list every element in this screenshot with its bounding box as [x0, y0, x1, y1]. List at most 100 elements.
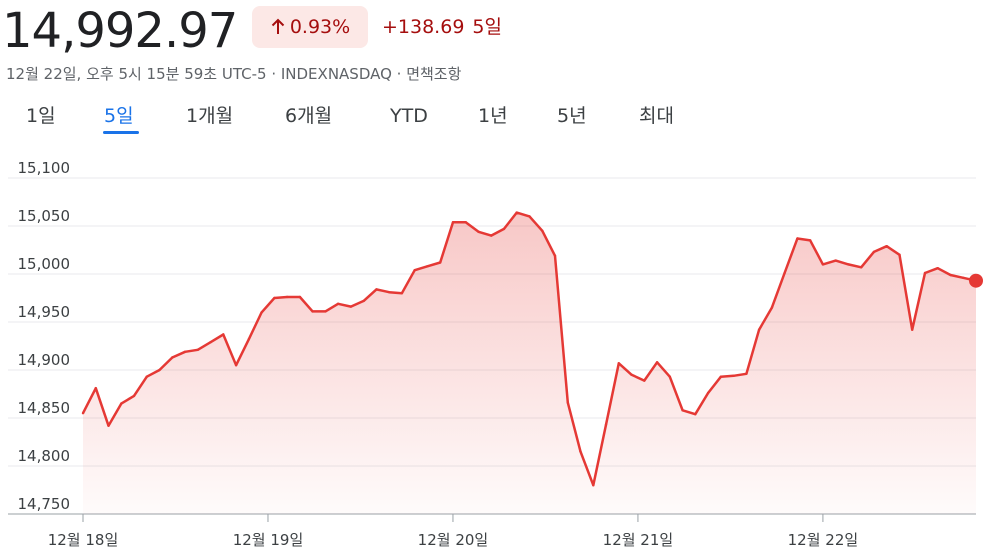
price-point	[809, 239, 812, 242]
tab-max[interactable]: 최대	[639, 105, 674, 127]
y-tick-label: 14,900	[18, 351, 71, 369]
price-point	[515, 211, 518, 214]
price-points	[81, 211, 978, 487]
y-tick-label: 15,050	[18, 207, 71, 225]
price-point	[860, 266, 863, 269]
price-point	[107, 424, 110, 427]
price-point	[694, 413, 697, 416]
price-point	[298, 295, 302, 299]
tab-1d[interactable]: 1일	[26, 105, 56, 127]
price-point	[541, 229, 544, 232]
tab-1y[interactable]: 1년	[478, 105, 508, 127]
price-point	[158, 368, 161, 372]
price-point	[706, 391, 710, 395]
price-point	[885, 245, 888, 248]
price-point	[770, 306, 774, 309]
arrow-up-icon	[270, 18, 286, 36]
price-point	[247, 338, 250, 341]
price-point	[719, 375, 723, 378]
index-price: 14,992.97	[2, 3, 238, 59]
price-point	[400, 292, 404, 295]
price-point	[604, 423, 608, 426]
price-point	[566, 401, 569, 404]
price-point	[273, 296, 276, 300]
price-point	[783, 271, 786, 275]
y-tick-label: 14,850	[18, 399, 71, 417]
price-point	[949, 273, 952, 277]
price-point	[94, 387, 98, 390]
price-point	[132, 394, 136, 398]
price-point	[196, 348, 199, 351]
price-point	[872, 250, 876, 254]
price-point	[285, 295, 289, 299]
price-point	[834, 259, 837, 262]
x-tick-label: 12월 21일	[603, 531, 674, 549]
price-point	[362, 299, 365, 303]
price-point	[579, 450, 582, 453]
price-point	[668, 375, 671, 378]
price-point	[311, 310, 314, 313]
tab-1m[interactable]: 1개월	[186, 105, 234, 127]
price-point	[681, 409, 684, 412]
price-point	[413, 269, 416, 272]
price-point	[757, 328, 761, 331]
price-area	[83, 212, 976, 514]
price-point	[183, 350, 187, 353]
price-point	[222, 333, 225, 336]
change-period-label: 5일	[472, 16, 502, 38]
price-point	[388, 291, 391, 294]
price-point	[490, 234, 493, 237]
price-point	[260, 311, 263, 314]
price-point	[209, 341, 212, 344]
y-tick-label: 14,800	[18, 447, 71, 465]
price-point	[528, 215, 531, 218]
price-point	[617, 362, 620, 365]
price-point	[145, 375, 148, 378]
price-point	[336, 302, 340, 305]
price-point	[120, 402, 123, 405]
tab-6m[interactable]: 6개월	[285, 105, 333, 127]
x-tick-label: 12월 18일	[48, 531, 119, 549]
y-tick-label: 15,100	[18, 159, 71, 177]
price-point	[81, 412, 85, 415]
price-point	[630, 373, 633, 376]
price-point	[962, 276, 965, 279]
x-tick-label: 12월 19일	[233, 531, 304, 549]
price-point	[426, 265, 429, 268]
tab-5d[interactable]: 5일	[104, 105, 134, 127]
price-point	[324, 310, 327, 313]
price-point	[592, 484, 595, 487]
absolute-change: +138.69 5일	[382, 12, 502, 42]
price-point	[375, 288, 378, 291]
price-point	[732, 374, 735, 377]
tab-ytd[interactable]: YTD	[390, 105, 428, 127]
price-point	[234, 364, 238, 367]
x-tick-label: 12월 22일	[788, 531, 859, 549]
price-point	[439, 261, 442, 264]
price-point	[911, 328, 914, 331]
price-point	[821, 263, 825, 266]
range-tabs: 1일 5일 1개월 6개월 YTD 1년 5년 최대	[0, 98, 995, 138]
quote-meta: 12월 22일, 오후 5시 15분 59초 UTC-5 · INDEXNASD…	[6, 65, 462, 83]
current-price-dot	[969, 273, 983, 288]
price-point	[745, 372, 748, 375]
price-point	[171, 356, 174, 359]
price-point	[847, 263, 850, 266]
price-point	[451, 221, 455, 224]
absolute-change-value: +138.69	[382, 16, 465, 38]
active-tab-indicator	[103, 131, 139, 134]
price-point	[349, 305, 353, 308]
y-axis-labels: 14,750 14,800 14,850 14,900 14,950 15,000 15,0…	[18, 159, 71, 513]
x-axis: 12월 18일 12월 19일 12월 20일 12월 21일 12월 22일	[48, 514, 858, 549]
price-point	[477, 230, 480, 233]
price-point	[502, 227, 506, 231]
price-point	[936, 267, 939, 270]
tab-5y[interactable]: 5년	[557, 105, 587, 127]
price-point	[796, 237, 799, 240]
price-point	[898, 253, 901, 256]
price-point	[655, 361, 659, 364]
y-tick-label: 14,750	[18, 495, 71, 513]
percent-change-badge: 0.93%	[252, 6, 368, 48]
percent-change-value: 0.93%	[289, 16, 351, 38]
